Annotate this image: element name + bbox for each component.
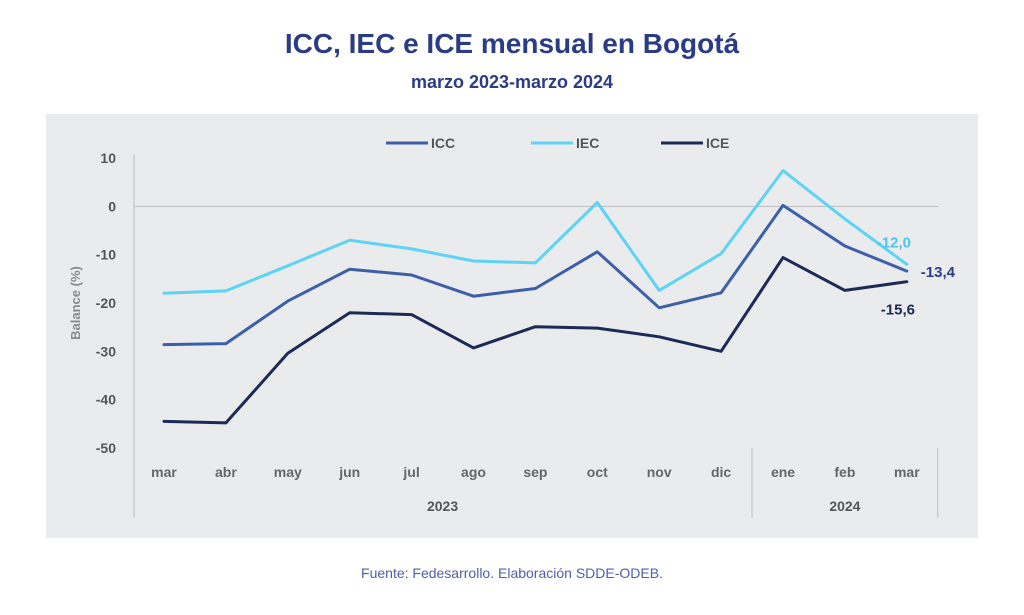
- data-label-iec: -12,0: [877, 234, 911, 251]
- data-label-ice: -15,6: [881, 302, 915, 319]
- legend-label-icc: ICC: [431, 135, 455, 151]
- x-tick-label: abr: [215, 464, 237, 480]
- legend-label-iec: IEC: [576, 135, 599, 151]
- y-tick-label: -20: [96, 295, 116, 311]
- y-tick-label: 0: [108, 198, 116, 214]
- x-tick-label: jul: [402, 464, 419, 480]
- data-label-icc: -13,4: [921, 264, 956, 281]
- x-group-label: 2024: [829, 498, 860, 514]
- y-tick-label: -50: [96, 440, 116, 456]
- x-tick-label: jun: [338, 464, 360, 480]
- series-line-iec: [162, 169, 909, 295]
- series-line-ice: [162, 256, 909, 425]
- x-group-label: 2023: [427, 498, 458, 514]
- source-note: Fuente: Fedesarrollo. Elaboración SDDE-O…: [361, 565, 663, 581]
- y-tick-label: -30: [96, 343, 116, 359]
- x-tick-label: mar: [151, 464, 177, 480]
- line-chart: 10 0 -10 -20 -30 -40 -50 Balance (%) mar abr may ju…: [68, 135, 956, 518]
- y-tick-label: -40: [96, 392, 116, 408]
- legend-label-ice: ICE: [706, 135, 729, 151]
- y-tick-label: 10: [100, 150, 116, 166]
- chart-title: ICC, IEC e ICE mensual en Bogotá: [284, 28, 740, 59]
- y-tick-label: -10: [96, 247, 116, 263]
- series-line-icc: [162, 203, 909, 347]
- chart-subtitle: marzo 2023-marzo 2024: [410, 72, 614, 92]
- x-tick-label: oct: [587, 464, 608, 480]
- x-tick-label: mar: [894, 464, 920, 480]
- x-tick-label: may: [274, 464, 302, 480]
- y-axis-label: Balance (%): [68, 266, 83, 340]
- x-tick-label: feb: [834, 464, 855, 480]
- chart-panel: 10 0 -10 -20 -30 -40 -50 Balance (%) mar abr may ju…: [46, 114, 978, 538]
- x-tick-label: ago: [461, 464, 486, 480]
- x-tick-label: nov: [647, 464, 672, 480]
- x-tick-label: dic: [711, 464, 731, 480]
- x-tick-label: ene: [771, 464, 795, 480]
- x-tick-label: sep: [523, 464, 547, 480]
